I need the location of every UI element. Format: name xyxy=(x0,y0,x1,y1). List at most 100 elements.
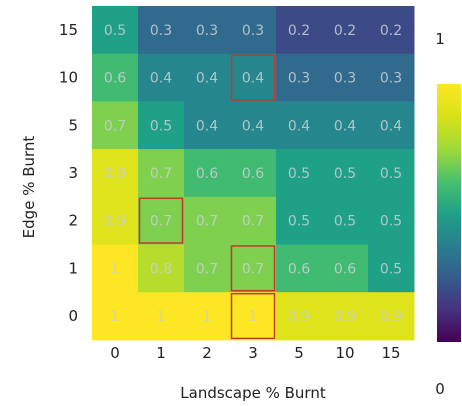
x-tick-label: 3 xyxy=(248,344,258,362)
heatmap-cell xyxy=(92,53,139,102)
cell-value-label: 0.5 xyxy=(104,23,126,39)
cell-value-label: 0.7 xyxy=(242,261,264,277)
heatmap-cell xyxy=(92,292,139,341)
cell-value-label: 0.2 xyxy=(288,23,310,39)
heatmap-cell xyxy=(230,244,277,293)
cell-value-label: 0.5 xyxy=(380,166,402,182)
heatmap-cell xyxy=(184,53,231,102)
cell-value-label: 0.3 xyxy=(242,23,264,39)
heatmap-cell xyxy=(276,101,323,150)
cell-value-label: 0.7 xyxy=(242,214,264,230)
cell-value-label: 0.4 xyxy=(242,118,264,134)
heatmap-cell xyxy=(138,292,185,341)
heatmap-cell xyxy=(368,101,415,150)
cell-value-label: 0.2 xyxy=(334,23,356,39)
y-tick-label: 3 xyxy=(68,164,78,182)
y-tick-label: 0 xyxy=(68,307,78,325)
cell-value-label: 0.2 xyxy=(380,23,402,39)
heatmap-cell xyxy=(184,149,231,198)
heatmap-cell xyxy=(322,149,369,198)
x-tick-label: 0 xyxy=(110,344,120,362)
heatmap-cell xyxy=(368,149,415,198)
cell-value-label: 0.5 xyxy=(380,214,402,230)
cell-value-label: 0.5 xyxy=(334,214,356,230)
highlight-box xyxy=(138,197,184,244)
cell-value-label: 0.4 xyxy=(380,118,402,134)
cell-value-label: 0.5 xyxy=(288,214,310,230)
y-tick-label: 10 xyxy=(59,69,78,87)
y-tick-label: 1 xyxy=(68,259,78,277)
y-tick-label: 15 xyxy=(59,21,78,39)
cell-value-label: 0.8 xyxy=(150,261,172,277)
heatmap-cell xyxy=(276,244,323,293)
heatmap-cell xyxy=(276,6,323,55)
cell-value-label: 1 xyxy=(157,309,166,325)
cell-value-label: 0.4 xyxy=(196,118,218,134)
heatmap-cell xyxy=(276,53,323,102)
cell-value-label: 0.7 xyxy=(150,166,172,182)
cell-value-label: 0.6 xyxy=(334,261,356,277)
x-tick-label: 10 xyxy=(335,344,354,362)
heatmap-cell xyxy=(230,6,277,55)
cell-value-label: 0.7 xyxy=(196,214,218,230)
cell-value-label: 0.9 xyxy=(104,166,126,182)
cell-value-label: 0.3 xyxy=(380,71,402,87)
cell-value-label: 0.4 xyxy=(288,118,310,134)
x-tick-label: 2 xyxy=(202,344,212,362)
y-tick-label: 2 xyxy=(68,212,78,230)
cell-value-label: 0.5 xyxy=(380,261,402,277)
heatmap-cell xyxy=(322,53,369,102)
heatmap-cell xyxy=(230,101,277,150)
cell-value-label: 0.7 xyxy=(150,214,172,230)
heatmap-cell xyxy=(276,196,323,245)
heatmap-cell xyxy=(368,292,415,341)
heatmap-cell xyxy=(322,6,369,55)
heatmap-cell xyxy=(92,244,139,293)
cell-value-label: 0.3 xyxy=(196,23,218,39)
y-tick-label: 5 xyxy=(68,116,78,134)
heatmap-cell xyxy=(230,149,277,198)
heatmap-cell xyxy=(138,196,185,245)
cell-value-label: 1 xyxy=(111,261,120,277)
highlight-box xyxy=(230,245,276,292)
highlight-box xyxy=(230,292,276,340)
highlight-box xyxy=(230,54,276,101)
heatmap-cell xyxy=(92,6,139,55)
cell-value-label: 0.6 xyxy=(242,166,264,182)
cell-value-label: 0.6 xyxy=(196,166,218,182)
heatmap-cells: 0.5 0.3 0.3 0.3 0.2 0.2 0.2 0.6 0.4 0.4 0.4 0.3 0.3 0… xyxy=(92,6,415,341)
cell-value-label: 0.6 xyxy=(104,71,126,87)
heatmap-cell xyxy=(184,244,231,293)
cell-value-label: 0.4 xyxy=(150,71,172,87)
y-axis-label: Edge % Burnt xyxy=(20,136,38,239)
cell-value-label: 0.9 xyxy=(380,309,402,325)
heatmap-cell xyxy=(184,196,231,245)
cell-value-label: 0.4 xyxy=(242,71,264,87)
heatmap-cell xyxy=(322,292,369,341)
cell-value-label: 0.5 xyxy=(150,118,172,134)
heatmap-cell xyxy=(322,244,369,293)
cell-value-label: 0.6 xyxy=(288,261,310,277)
colorbar-min-label: 0 xyxy=(435,380,445,398)
heatmap-cell xyxy=(184,6,231,55)
cell-value-label: 0.5 xyxy=(334,166,356,182)
cell-value-label: 0.9 xyxy=(334,309,356,325)
heatmap-cell xyxy=(138,244,185,293)
cell-value-label: 0.9 xyxy=(288,309,310,325)
heatmap-cell xyxy=(368,6,415,55)
cell-value-label: 1 xyxy=(249,309,258,325)
cell-value-label: 0.7 xyxy=(196,261,218,277)
x-tick-label: 5 xyxy=(294,344,304,362)
heatmap-cell xyxy=(138,149,185,198)
colorbar xyxy=(437,84,461,342)
heatmap-cell xyxy=(184,292,231,341)
heatmap-cell xyxy=(184,101,231,150)
colorbar-max-label: 1 xyxy=(435,30,445,48)
x-tick-label: 1 xyxy=(156,344,166,362)
cell-value-label: 0.5 xyxy=(288,166,310,182)
cell-value-label: 1 xyxy=(203,309,212,325)
heatmap-cell xyxy=(276,292,323,341)
heatmap-cell xyxy=(322,101,369,150)
